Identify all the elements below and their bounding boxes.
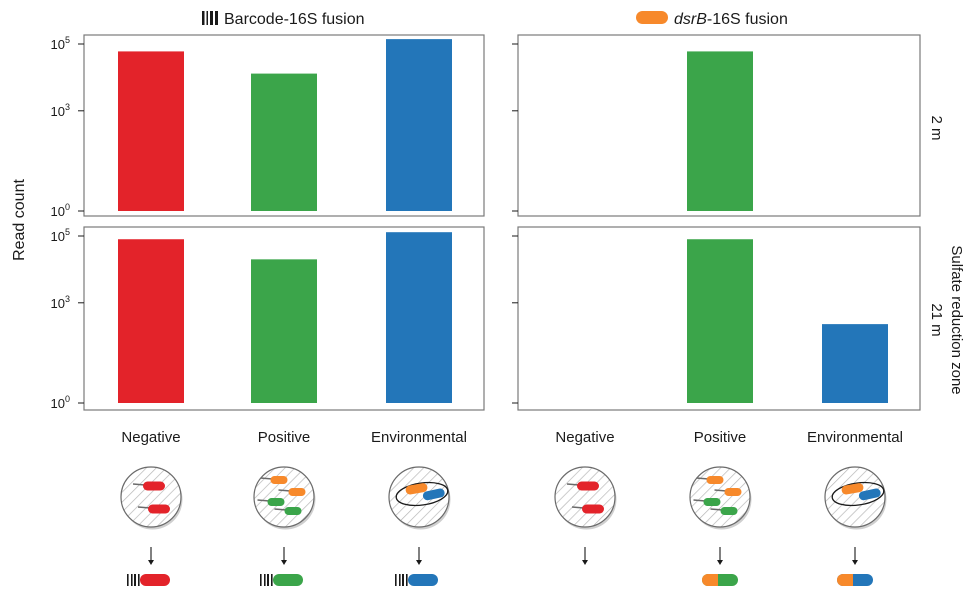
row-label-21m-depth: 21 m: [928, 303, 945, 336]
y-tick-label: 105: [51, 227, 70, 244]
chart-panels: 100 103 105 100 103 105: [51, 34, 921, 411]
bar-environmental: [386, 39, 452, 211]
red-cell: [577, 481, 599, 491]
strand: [714, 489, 727, 492]
sample-schematics: [120, 466, 887, 586]
green-cell: [284, 507, 302, 515]
category-label-environmental: Environmental: [807, 429, 903, 446]
down-arrow-icon: [148, 547, 154, 565]
row-label-21m-zone: Sulfate reduction zone: [948, 245, 965, 394]
sample-negative-icon: [120, 466, 183, 530]
bar-negative: [118, 239, 184, 403]
red-cell: [148, 504, 170, 514]
strand: [137, 506, 151, 509]
green-cell: [720, 507, 738, 515]
emulsion-droplet: [831, 481, 885, 507]
strand: [274, 508, 287, 511]
column-title-dsrb: dsrB-16S fusion: [636, 11, 788, 28]
panel-frame: [83, 34, 485, 217]
column-title-barcode-text: Barcode-16S fusion: [224, 11, 365, 28]
sample-environmental-icon: [388, 466, 451, 530]
orange-capsule-icon: [636, 11, 668, 24]
red-cell: [143, 481, 165, 491]
sample-positive-icon: [253, 466, 316, 530]
panel-frame: [517, 226, 921, 411]
y-tick-label: 103: [51, 294, 70, 311]
down-arrow-icon: [582, 547, 588, 565]
panel-4: [512, 226, 921, 411]
panel-3: 100 103 105: [51, 226, 485, 411]
bar-positive: [687, 239, 753, 403]
orange-gene: [405, 483, 428, 495]
green-cell: [703, 498, 721, 506]
emulsion-droplet: [395, 481, 449, 507]
amplicon-product-icon: [395, 574, 438, 586]
amplicon-product-icon: [702, 574, 738, 586]
strand: [132, 483, 146, 486]
category-label-negative: Negative: [121, 429, 180, 446]
blue-cell: [858, 488, 881, 501]
row-label-21m: 21 m Sulfate reduction zone: [928, 245, 965, 394]
down-arrow-icon: [717, 547, 723, 565]
bar-positive: [687, 51, 753, 212]
y-tick-label: 103: [51, 102, 70, 119]
y-axis-label: Read count: [11, 179, 28, 261]
bar-environmental: [386, 232, 452, 403]
strand: [566, 483, 580, 486]
y-tick-label: 100: [51, 394, 70, 411]
panel-frame: [517, 34, 921, 217]
orange-gene: [270, 476, 288, 484]
panel-2: [512, 34, 921, 217]
sample-environmental-icon: [824, 466, 887, 530]
orange-gene: [706, 476, 724, 484]
orange-gene: [724, 488, 742, 496]
strand: [693, 499, 706, 502]
down-arrow-icon: [416, 547, 422, 565]
amplicon-product-icon: [837, 574, 873, 586]
bar-positive: [251, 259, 317, 403]
strand: [278, 489, 291, 492]
category-label-environmental: Environmental: [371, 429, 467, 446]
red-cell: [582, 504, 604, 514]
strand: [260, 477, 273, 480]
panel-frame: [83, 226, 485, 411]
bar-negative: [118, 51, 184, 212]
category-labels-right: Negative Positive Environmental: [555, 429, 903, 446]
category-label-negative: Negative: [555, 429, 614, 446]
bar-environmental: [822, 324, 888, 403]
blue-cell: [422, 488, 445, 501]
strand: [696, 477, 709, 480]
bar-positive: [251, 73, 317, 211]
sample-positive-icon: [689, 466, 752, 530]
down-arrow-icon: [281, 547, 287, 565]
column-title-dsrb-text: dsrB-16S fusion: [674, 11, 788, 28]
strand: [257, 499, 270, 502]
category-labels-left: Negative Positive Environmental: [121, 429, 467, 446]
category-label-positive: Positive: [258, 429, 311, 446]
orange-gene: [288, 488, 306, 496]
y-tick-label: 100: [51, 202, 70, 219]
row-label-2m: 2 m: [928, 115, 945, 140]
amplicon-product-icon: [260, 574, 303, 586]
y-tick-label: 105: [51, 35, 70, 52]
orange-gene: [841, 483, 864, 495]
green-cell: [267, 498, 285, 506]
barcode-icon: [202, 11, 218, 25]
sample-negative-icon: [554, 466, 617, 530]
column-title-barcode: Barcode-16S fusion: [202, 11, 365, 28]
strand: [710, 508, 723, 511]
amplicon-product-icon: [127, 574, 170, 586]
panel-1: 100 103 105: [51, 34, 485, 219]
category-label-positive: Positive: [694, 429, 747, 446]
strand: [571, 506, 585, 509]
down-arrow-icon: [852, 547, 858, 565]
